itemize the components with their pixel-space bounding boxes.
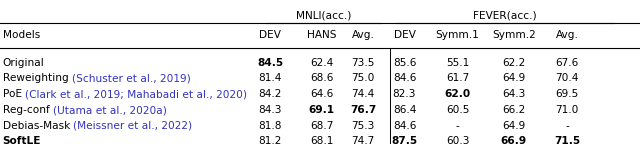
Text: 73.5: 73.5 [351,58,374,68]
Text: 64.3: 64.3 [502,89,525,99]
Text: FEVER(acc.): FEVER(acc.) [473,10,537,20]
Text: 84.2: 84.2 [259,89,282,99]
Text: SoftLE: SoftLE [3,136,41,144]
Text: 61.7: 61.7 [446,73,469,84]
Text: 82.3: 82.3 [393,89,416,99]
Text: 85.6: 85.6 [393,58,416,68]
Text: Original: Original [3,58,44,68]
Text: (Schuster et al., 2019): (Schuster et al., 2019) [72,73,191,84]
Text: 84.5: 84.5 [257,58,283,68]
Text: 68.6: 68.6 [310,73,333,84]
Text: 66.9: 66.9 [501,136,527,144]
Text: (Utama et al., 2020a): (Utama et al., 2020a) [52,105,166,115]
Text: 84.6: 84.6 [393,121,416,131]
Text: Avg.: Avg. [351,30,374,40]
Text: 84.3: 84.3 [259,105,282,115]
Text: 62.4: 62.4 [310,58,333,68]
Text: Avg.: Avg. [556,30,579,40]
Text: 87.5: 87.5 [392,136,417,144]
Text: 55.1: 55.1 [446,58,469,68]
Text: 67.6: 67.6 [556,58,579,68]
Text: 75.3: 75.3 [351,121,374,131]
Text: DEV: DEV [394,30,415,40]
Text: Reweighting: Reweighting [3,73,72,84]
Text: 66.2: 66.2 [502,105,525,115]
Text: Models: Models [3,30,40,40]
Text: 75.0: 75.0 [351,73,374,84]
Text: 60.5: 60.5 [446,105,469,115]
Text: 71.5: 71.5 [554,136,580,144]
Text: 68.1: 68.1 [310,136,333,144]
Text: 76.7: 76.7 [349,105,376,115]
Text: 62.0: 62.0 [445,89,470,99]
Text: HANS: HANS [307,30,337,40]
Text: Debias-Mask: Debias-Mask [3,121,73,131]
Text: 64.6: 64.6 [310,89,333,99]
Text: 81.4: 81.4 [259,73,282,84]
Text: (Meissner et al., 2022): (Meissner et al., 2022) [73,121,192,131]
Text: 64.9: 64.9 [502,121,525,131]
Text: Symm.2: Symm.2 [492,30,536,40]
Text: 74.4: 74.4 [351,89,374,99]
Text: -: - [565,121,569,131]
Text: 69.1: 69.1 [309,105,335,115]
Text: Symm.1: Symm.1 [436,30,479,40]
Text: DEV: DEV [259,30,281,40]
Text: 62.2: 62.2 [502,58,525,68]
Text: Reg-conf: Reg-conf [3,105,52,115]
Text: 74.7: 74.7 [351,136,374,144]
Text: (Clark et al., 2019; Mahabadi et al., 2020): (Clark et al., 2019; Mahabadi et al., 20… [25,89,247,99]
Text: 84.6: 84.6 [393,73,416,84]
Text: 70.4: 70.4 [556,73,579,84]
Text: 68.7: 68.7 [310,121,333,131]
Text: -: - [456,121,460,131]
Text: MNLI(acc.): MNLI(acc.) [296,10,351,20]
Text: 86.4: 86.4 [393,105,416,115]
Text: 64.9: 64.9 [502,73,525,84]
Text: 81.2: 81.2 [259,136,282,144]
Text: 69.5: 69.5 [556,89,579,99]
Text: 60.3: 60.3 [446,136,469,144]
Text: PoE: PoE [3,89,25,99]
Text: 71.0: 71.0 [556,105,579,115]
Text: 81.8: 81.8 [259,121,282,131]
